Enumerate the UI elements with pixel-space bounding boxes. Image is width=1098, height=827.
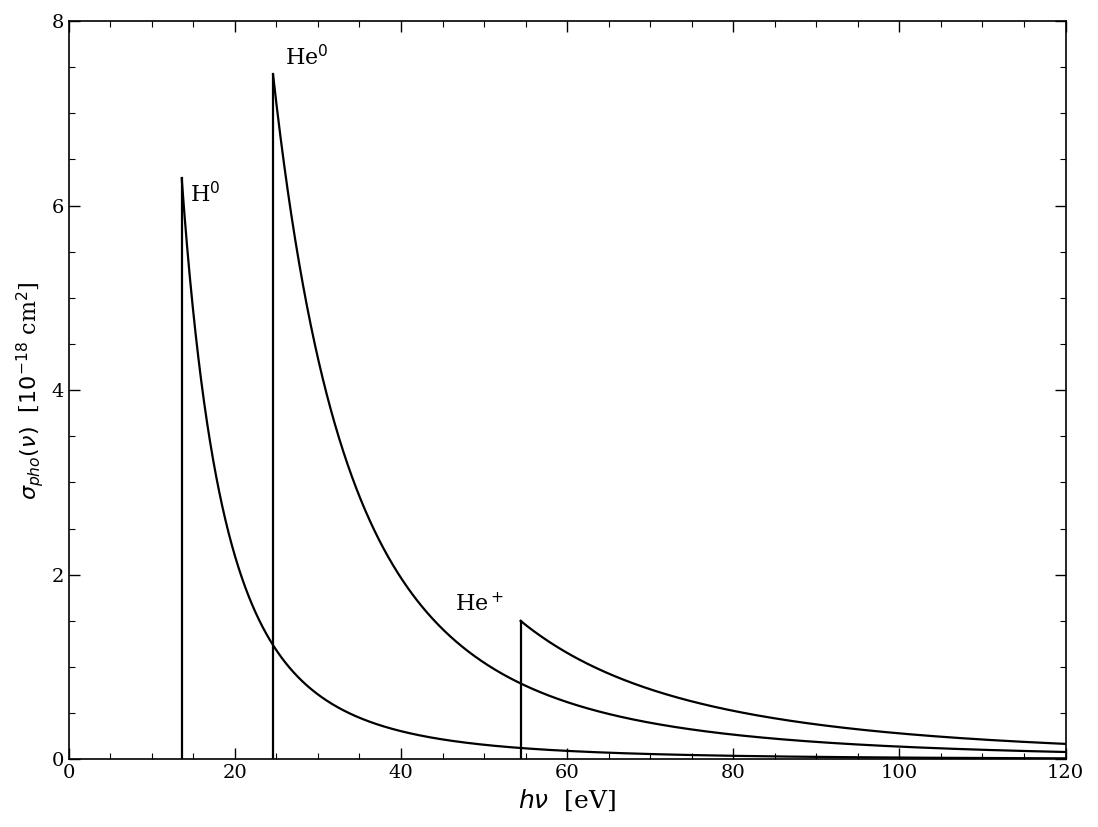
Y-axis label: $\sigma_{pho}(\nu)$  [$10^{-18}$ cm$^2$]: $\sigma_{pho}(\nu)$ [$10^{-18}$ cm$^2$] bbox=[14, 280, 46, 500]
Text: He$^+$: He$^+$ bbox=[455, 593, 504, 616]
Text: H$^0$: H$^0$ bbox=[190, 183, 221, 208]
Text: He$^0$: He$^0$ bbox=[285, 45, 329, 69]
X-axis label: $h\nu$  [eV]: $h\nu$ [eV] bbox=[518, 788, 616, 813]
